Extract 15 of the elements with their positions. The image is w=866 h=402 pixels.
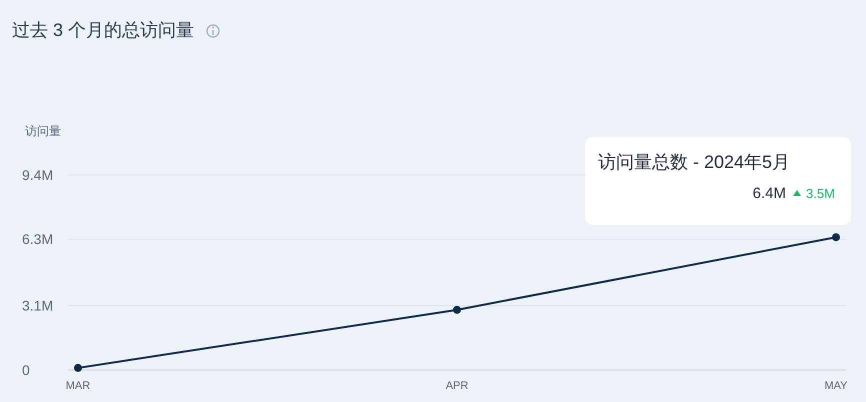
y-axis-title: 访问量 xyxy=(25,124,61,138)
y-tick-label: 6.3M xyxy=(22,231,54,248)
annotation: 3.5M xyxy=(806,186,835,201)
text: 访问量总数 - 2024年5月 xyxy=(598,152,790,172)
point xyxy=(453,306,461,314)
y-tick-label: 0 xyxy=(22,362,30,378)
x-tick-label: APR xyxy=(446,380,468,392)
point xyxy=(832,233,840,242)
y-tick-label: 3.1M xyxy=(22,298,54,314)
annotation: 6.4M xyxy=(752,185,786,202)
chart-title: 过去 3 个月的总访问量 xyxy=(12,20,194,40)
x-tick-label: MAY xyxy=(824,380,848,392)
y-tick-label: 9.4M xyxy=(22,166,54,183)
x-tick-label: MAR xyxy=(66,380,90,392)
point xyxy=(74,364,82,372)
